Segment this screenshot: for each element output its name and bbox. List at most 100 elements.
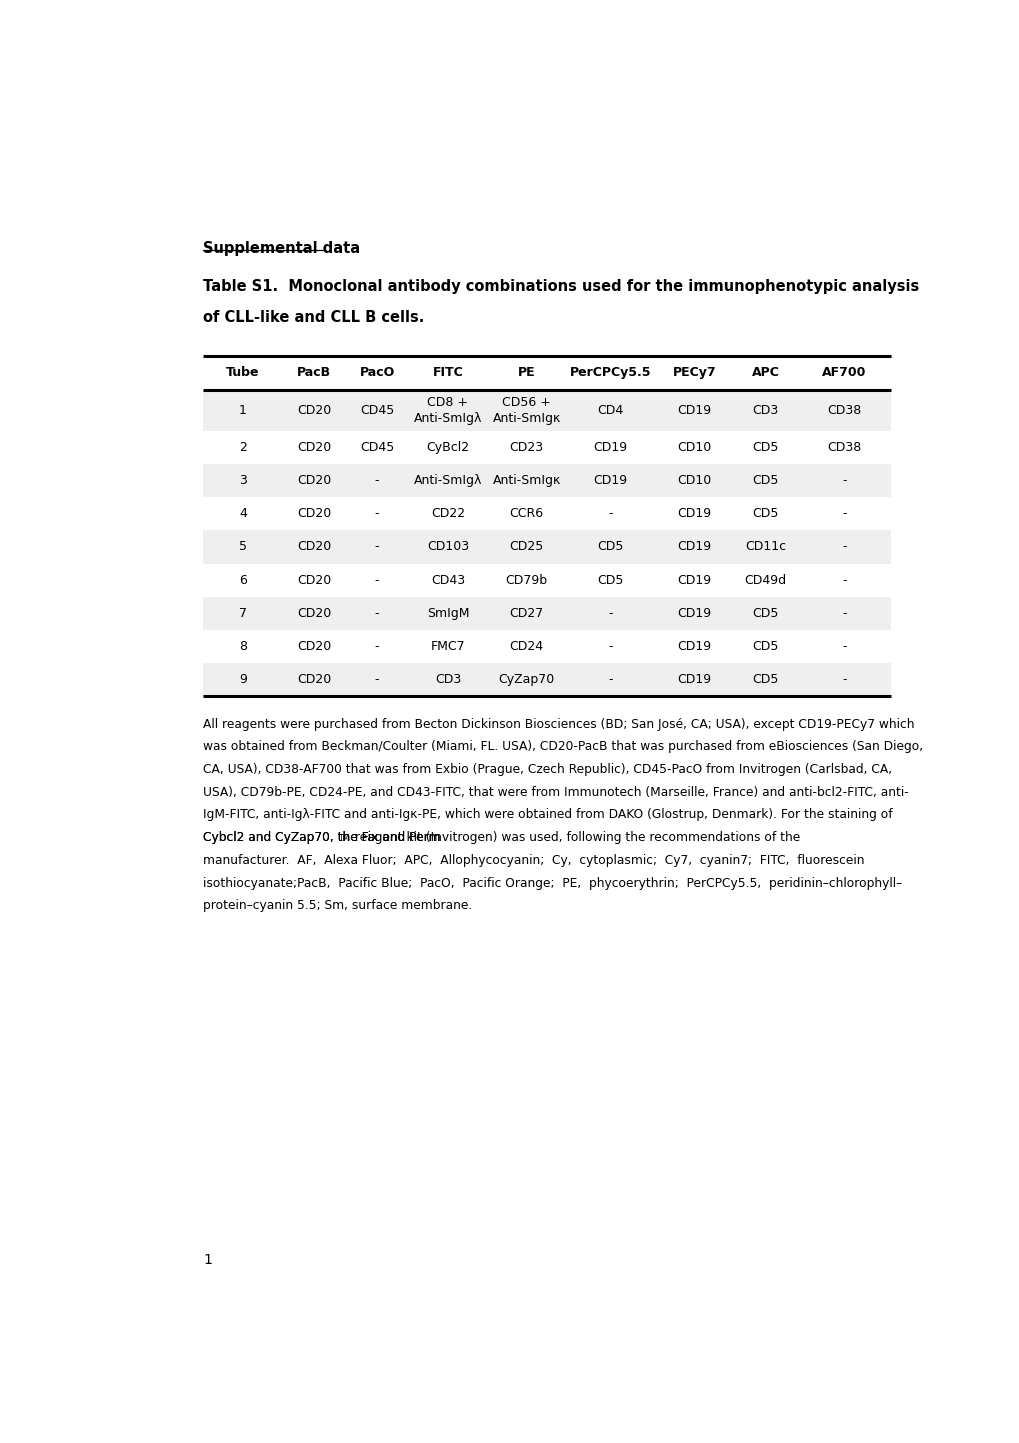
Text: FITC: FITC [432, 367, 463, 380]
Text: CD19: CD19 [677, 574, 711, 587]
Text: CD38: CD38 [826, 404, 861, 417]
Text: CD19: CD19 [677, 672, 711, 685]
Text: CD20: CD20 [297, 541, 331, 554]
Text: CA, USA), CD38-AF700 that was from Exbio (Prague, Czech Republic), CD45-PacO fro: CA, USA), CD38-AF700 that was from Exbio… [203, 763, 892, 776]
Text: Anti-SmIgκ: Anti-SmIgκ [492, 475, 560, 488]
Text: CD23: CD23 [510, 442, 543, 455]
Text: Cybcl2 and CyZap70, the Fix and Perm: Cybcl2 and CyZap70, the Fix and Perm [203, 831, 440, 844]
Text: -: - [374, 574, 379, 587]
Text: CD3: CD3 [752, 404, 779, 417]
Text: CD8 +
Anti-SmIgλ: CD8 + Anti-SmIgλ [414, 395, 482, 424]
Text: CD49d: CD49d [744, 574, 786, 587]
Text: All reagents were purchased from Becton Dickinson Biosciences (BD; San José, CA;: All reagents were purchased from Becton … [203, 717, 914, 730]
Text: CD10: CD10 [677, 475, 711, 488]
Text: CD19: CD19 [593, 442, 627, 455]
Text: CD20: CD20 [297, 574, 331, 587]
Text: PECy7: PECy7 [673, 367, 716, 380]
Text: APC: APC [751, 367, 779, 380]
Text: CD11c: CD11c [745, 541, 786, 554]
Text: CD5: CD5 [752, 672, 779, 685]
Text: CD20: CD20 [297, 639, 331, 652]
Text: CD19: CD19 [677, 541, 711, 554]
Text: 1: 1 [238, 404, 247, 417]
Text: CD5: CD5 [597, 574, 624, 587]
Text: CD20: CD20 [297, 404, 331, 417]
Text: CD22: CD22 [430, 508, 465, 521]
Text: CD10: CD10 [677, 442, 711, 455]
Text: CD5: CD5 [752, 606, 779, 619]
Text: PerCPCy5.5: PerCPCy5.5 [570, 367, 651, 380]
Text: -: - [608, 639, 612, 652]
Text: CD38: CD38 [826, 442, 861, 455]
Text: PacB: PacB [297, 367, 331, 380]
Text: -: - [842, 508, 846, 521]
Text: -: - [608, 672, 612, 685]
Text: Tube: Tube [226, 367, 260, 380]
Text: 7: 7 [238, 606, 247, 619]
Text: -: - [842, 541, 846, 554]
Text: CD5: CD5 [752, 508, 779, 521]
Text: CyZap70: CyZap70 [498, 672, 554, 685]
Text: manufacturer.  AF,  Alexa Fluor;  APC,  Allophycocyanin;  Cy,  cytoplasmic;  Cy7: manufacturer. AF, Alexa Fluor; APC, Allo… [203, 854, 864, 867]
Text: CD79b: CD79b [505, 574, 547, 587]
Text: CD20: CD20 [297, 606, 331, 619]
Bar [203, 390, 890, 431]
Text: Anti-SmIgλ: Anti-SmIgλ [414, 475, 482, 488]
Text: CD20: CD20 [297, 442, 331, 455]
Text: CD45: CD45 [360, 404, 393, 417]
Text: CD25: CD25 [510, 541, 543, 554]
Text: CD43: CD43 [430, 574, 465, 587]
Text: CD5: CD5 [752, 442, 779, 455]
Text: Table S1.  Monoclonal antibody combinations used for the immunophenotypic analys: Table S1. Monoclonal antibody combinatio… [203, 280, 919, 294]
Text: -: - [374, 508, 379, 521]
Text: CyBcl2: CyBcl2 [426, 442, 469, 455]
Text: 6: 6 [238, 574, 247, 587]
Bar [203, 662, 890, 696]
Text: 5: 5 [238, 541, 247, 554]
Text: protein–cyanin 5.5; Sm, surface membrane.: protein–cyanin 5.5; Sm, surface membrane… [203, 899, 472, 912]
Text: PacO: PacO [359, 367, 394, 380]
Text: CD56 +
Anti-SmIgκ: CD56 + Anti-SmIgκ [492, 395, 560, 424]
Text: isothiocyanate;PacB,  Pacific Blue;  PacO,  Pacific Orange;  PE,  phycoerythrin;: isothiocyanate;PacB, Pacific Blue; PacO,… [203, 876, 902, 889]
Text: -: - [374, 606, 379, 619]
Text: AF700: AF700 [821, 367, 866, 380]
Text: CD45: CD45 [360, 442, 393, 455]
Text: Supplemental data: Supplemental data [203, 241, 361, 255]
Text: 3: 3 [238, 475, 247, 488]
Text: CD27: CD27 [510, 606, 543, 619]
Text: CD3: CD3 [434, 672, 461, 685]
Bar [203, 596, 890, 629]
Text: PE: PE [518, 367, 535, 380]
Text: -: - [842, 672, 846, 685]
Text: 8: 8 [238, 639, 247, 652]
Text: FMC7: FMC7 [430, 639, 465, 652]
Text: CD19: CD19 [677, 639, 711, 652]
Text: CD19: CD19 [593, 475, 627, 488]
Text: of CLL-like and CLL B cells.: of CLL-like and CLL B cells. [203, 310, 424, 325]
Text: IgM-FITC, anti-Igλ-FITC and anti-Igκ-PE, which were obtained from DAKO (Glostrup: IgM-FITC, anti-Igλ-FITC and anti-Igκ-PE,… [203, 808, 893, 821]
Bar [203, 531, 890, 564]
Text: reagent kit (Invitrogen) was used, following the recommendations of the: reagent kit (Invitrogen) was used, follo… [351, 831, 799, 844]
Text: -: - [608, 606, 612, 619]
Text: was obtained from Beckman/Coulter (Miami, FL. USA), CD20-PacB that was purchased: was obtained from Beckman/Coulter (Miami… [203, 740, 922, 753]
Text: CD103: CD103 [427, 541, 469, 554]
Text: -: - [374, 672, 379, 685]
Text: CD24: CD24 [510, 639, 543, 652]
Text: -: - [608, 508, 612, 521]
Text: -: - [842, 639, 846, 652]
Text: -: - [842, 475, 846, 488]
Text: Cybcl2 and CyZap70, the Fix and Perm: Cybcl2 and CyZap70, the Fix and Perm [203, 831, 440, 844]
Text: CD20: CD20 [297, 672, 331, 685]
Text: USA), CD79b-PE, CD24-PE, and CD43-FITC, that were from Immunotech (Marseille, Fr: USA), CD79b-PE, CD24-PE, and CD43-FITC, … [203, 785, 908, 798]
Text: -: - [374, 475, 379, 488]
Text: TM: TM [338, 834, 350, 843]
Text: -: - [374, 639, 379, 652]
Text: -: - [374, 541, 379, 554]
Text: CD5: CD5 [752, 475, 779, 488]
Text: CD5: CD5 [752, 639, 779, 652]
Text: CCR6: CCR6 [510, 508, 543, 521]
Text: SmIgM: SmIgM [426, 606, 469, 619]
Text: CD4: CD4 [597, 404, 624, 417]
Text: CD5: CD5 [597, 541, 624, 554]
Text: 2: 2 [238, 442, 247, 455]
